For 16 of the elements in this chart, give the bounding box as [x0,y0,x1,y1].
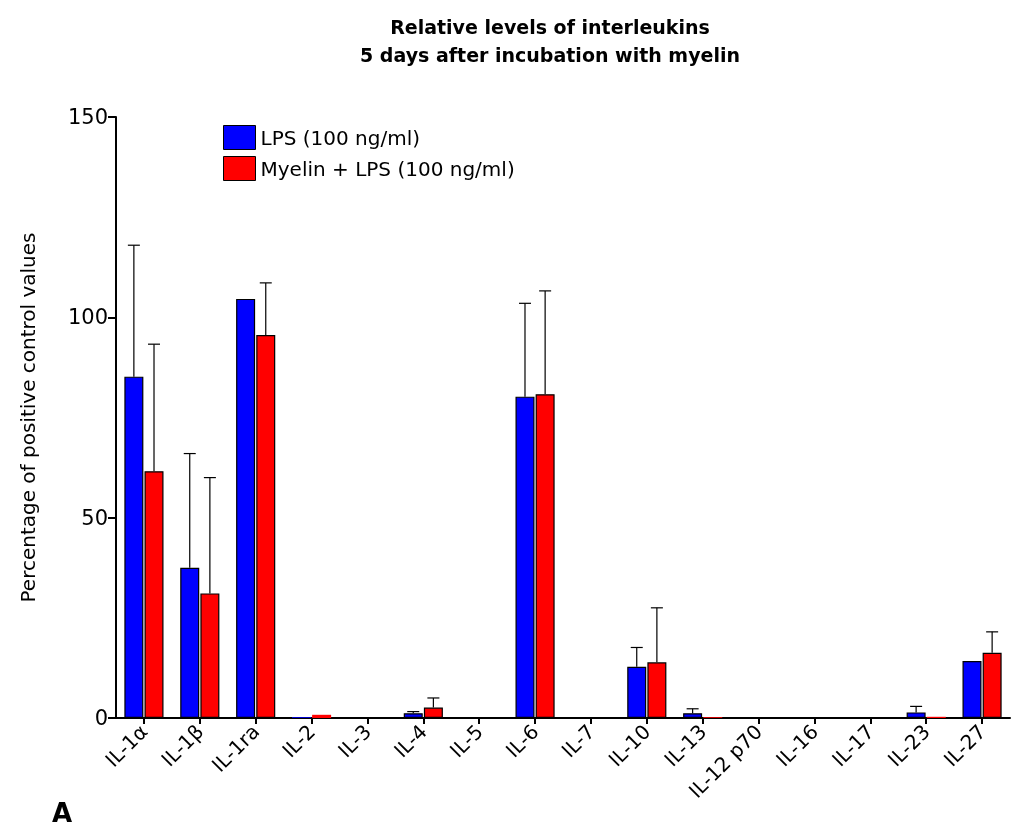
x-tick-label: IL-2 [277,719,321,763]
y-tick-label: 100 [67,305,108,330]
x-tick-label: IL-4 [388,719,432,763]
y-tick-label: 50 [81,505,108,530]
text: A [52,798,73,828]
y-axis-title: Percentage of positive control values [16,232,40,603]
bar [312,714,332,718]
y-tick-label: 150 [67,105,108,129]
x-tick-label: IL-3 [333,719,376,763]
legend-label: Myelin + LPS (100 ng/ml) [260,156,515,181]
legend-label: LPS (100 ng/ml) [260,125,421,150]
y-tick-label: 0 [94,706,108,730]
x-tick-label: IL-5 [444,719,488,763]
chart-title: Relative levels of interleukins 5 days after incubation with myelin [360,16,740,66]
x-tick-label: IL-7 [556,719,600,763]
x-tick-label: IL-6 [500,719,544,763]
